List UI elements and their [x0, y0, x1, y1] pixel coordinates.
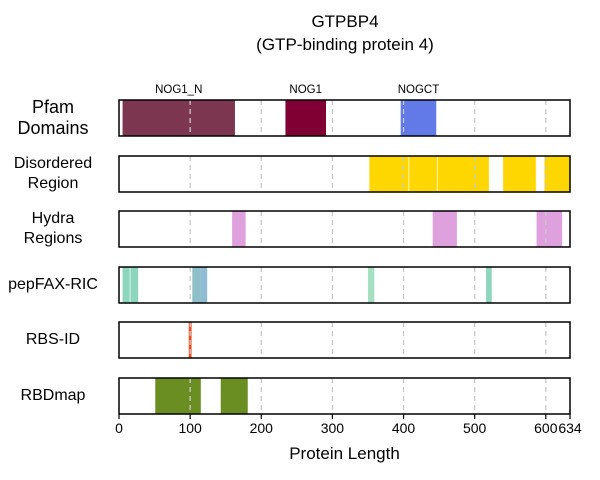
segment-rbdmap-1 [155, 378, 201, 414]
segment-pfam-domains-2 [285, 100, 327, 136]
x-tick-label-600: 600 [534, 420, 558, 436]
x-tick-label-200: 200 [250, 420, 274, 436]
segment-hydra-regions-1 [232, 211, 246, 247]
segment-disordered-region-3 [437, 156, 489, 192]
segment-pepfax-ric-2 [130, 267, 139, 303]
segment-pfam-domains-1 [122, 100, 235, 136]
x-tick-label-634: 634 [558, 420, 582, 436]
chart-subtitle: (GTP-binding protein 4) [256, 35, 434, 54]
track-frame-pfam-domains [118, 99, 571, 137]
segment-hydra-regions-2 [432, 211, 457, 247]
track-frame-pepfax-ric [118, 266, 571, 304]
segment-pepfax-ric-6 [486, 267, 492, 303]
track-label-rbdmap: RBDmap [20, 387, 86, 404]
segment-pepfax-ric-4 [200, 267, 208, 303]
segment-hydra-regions-3 [536, 211, 563, 247]
x-tick-label-500: 500 [463, 420, 487, 436]
x-tick-label-0: 0 [115, 420, 123, 436]
track-label-pepfax-ric: pepFAX-RIC [8, 276, 98, 293]
track-frame-rbdmap [118, 377, 571, 415]
track-label-rbs-id: RBS-ID [25, 331, 81, 348]
segment-disordered-region-2 [409, 156, 437, 192]
segment-disordered-region-5 [544, 156, 570, 192]
segment-pfam-domains-3 [400, 100, 437, 136]
segment-rbdmap-2 [220, 378, 248, 414]
track-label-disordered-region: Disordered Region [13, 155, 93, 192]
chart-title: GTPBP4 [311, 12, 379, 31]
x-tick-label-300: 300 [321, 420, 345, 436]
track-label-hydra-regions: Hydra Regions [23, 210, 83, 247]
x-tick-label-100: 100 [178, 420, 202, 436]
domain-label-nogct: NOGCT [398, 84, 440, 96]
segment-pepfax-ric-1 [122, 267, 130, 303]
domain-label-nog1-n: NOG1_N [155, 84, 202, 96]
x-axis-label: Protein Length [289, 444, 400, 463]
x-tick-label-400: 400 [392, 420, 416, 436]
track-frame-disordered-region [118, 155, 571, 193]
segment-disordered-region-4 [503, 156, 536, 192]
domain-label-nog1: NOG1 [289, 84, 322, 96]
segment-pepfax-ric-3 [192, 267, 201, 303]
track-frame-rbs-id [118, 321, 571, 359]
segment-pepfax-ric-5 [367, 267, 375, 303]
segment-disordered-region-1 [369, 156, 409, 192]
track-frame-hydra-regions [118, 210, 571, 248]
track-label-pfam-domains: Pfam Domains [17, 97, 89, 138]
